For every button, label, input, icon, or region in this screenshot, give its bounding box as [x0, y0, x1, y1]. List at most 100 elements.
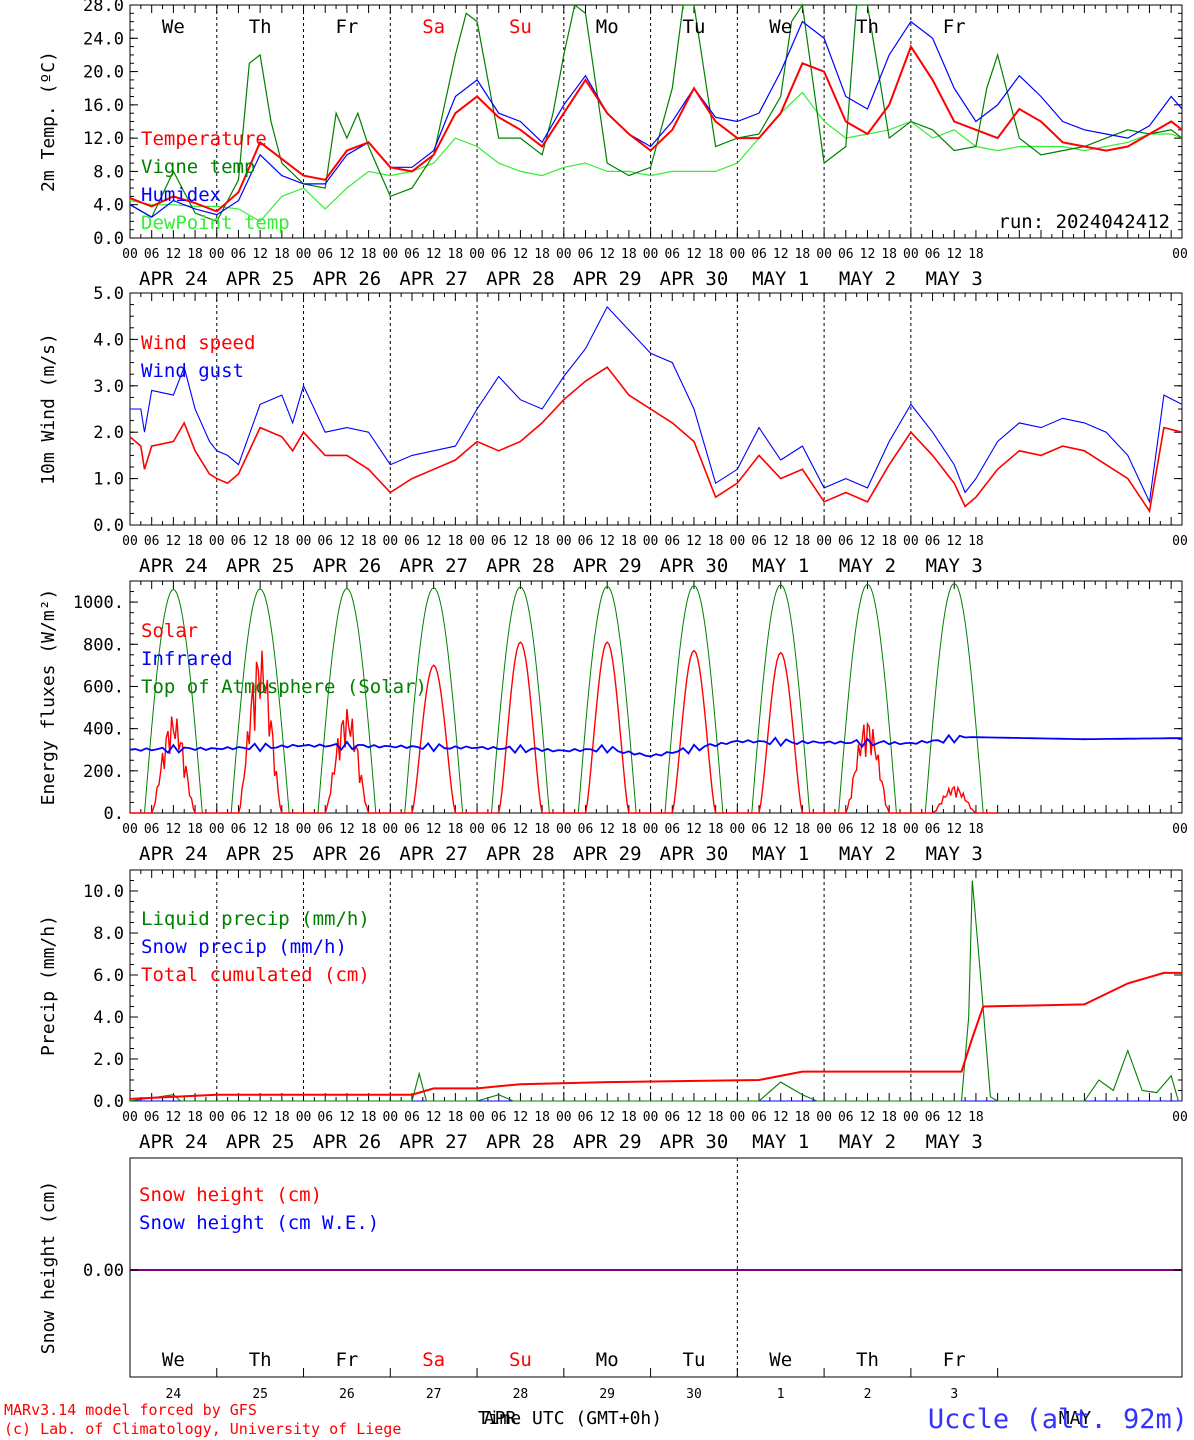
x-hour-label: 12 — [773, 534, 789, 549]
x-date-label: MAY 1 — [752, 843, 809, 865]
series-line-top-of-atmosphere-d2 — [303, 587, 391, 814]
x-hour-label: 12 — [513, 822, 529, 837]
series-line-infrared — [129, 733, 1183, 758]
series-line-top-of-atmosphere-d0 — [130, 588, 217, 814]
x-hour-label: 00 — [382, 534, 398, 549]
x-hour-label: 00 — [643, 1110, 659, 1125]
x-hour-label: 00 — [556, 1110, 572, 1125]
x-hour-label: 12 — [686, 247, 702, 262]
x-hour-label: 00 — [209, 822, 225, 837]
y-tick-label: 8.0 — [93, 924, 124, 944]
y-tick-label: 800. — [83, 635, 124, 655]
x-hour-label: 00 — [1172, 534, 1188, 549]
x-date-label: APR 26 — [313, 1131, 382, 1153]
series-line-humidex — [129, 20, 1183, 218]
x-hour-label: 06 — [838, 247, 854, 262]
x-hour-label: 12 — [166, 247, 182, 262]
x-hour-label: 00 — [382, 822, 398, 837]
x-hour-label: 12 — [339, 1110, 355, 1125]
x-hour-label: 06 — [404, 534, 420, 549]
day-name-label: Fr — [943, 16, 966, 38]
x-hour-label: 06 — [491, 534, 507, 549]
x-day-number: 26 — [339, 1387, 355, 1402]
x-hour-label: 00 — [903, 1110, 919, 1125]
series-line-vigne-temp — [129, 3, 1183, 223]
day-name-label: Mo — [596, 1349, 619, 1371]
x-hour-label: 06 — [578, 534, 594, 549]
x-hour-label: 00 — [469, 822, 485, 837]
legend-entry: Liquid precip (mm/h) — [141, 908, 370, 930]
x-hour-label: 12 — [339, 247, 355, 262]
x-hour-label: 18 — [708, 534, 724, 549]
legend-entry: Snow height (cm) — [139, 1184, 322, 1206]
x-date-label: APR 25 — [226, 1131, 295, 1153]
x-date-label: APR 24 — [139, 1131, 208, 1153]
x-hour-label: 12 — [166, 1110, 182, 1125]
station-label: Uccle (alt. 92m) — [928, 1404, 1188, 1435]
x-hour-label: 12 — [686, 1110, 702, 1125]
legend-entry: DewPoint temp — [141, 212, 290, 234]
x-hour-label: 06 — [491, 1110, 507, 1125]
x-hour-label: 18 — [534, 1110, 550, 1125]
series-line-solar-d4 — [477, 641, 564, 814]
x-hour-label: 18 — [534, 822, 550, 837]
x-hour-label: 18 — [361, 247, 377, 262]
legend-entry: Wind speed — [141, 332, 255, 354]
legend-entry: Infrared — [141, 648, 233, 670]
x-hour-label: 00 — [469, 534, 485, 549]
x-hour-label: 00 — [1172, 1110, 1188, 1125]
x-hour-label: 06 — [751, 822, 767, 837]
series-line-top-of-atmosphere-d4 — [477, 586, 564, 814]
series-line-top-of-atmosphere-d8 — [824, 583, 911, 814]
series-line-solar-d7 — [737, 651, 825, 814]
series-line-solar-d3 — [390, 664, 478, 814]
y-tick-label: 2.0 — [93, 423, 124, 443]
x-hour-label: 18 — [881, 247, 897, 262]
x-hour-label: 12 — [946, 822, 962, 837]
series-line-wind-gust — [130, 305, 1183, 504]
x-date-label: APR 27 — [399, 268, 468, 290]
y-tick-label: 0.0 — [93, 516, 124, 536]
day-name-label: We — [162, 16, 185, 38]
x-hour-label: 00 — [903, 247, 919, 262]
y-tick-label: 2.0 — [93, 1050, 124, 1070]
x-hour-label: 18 — [621, 247, 637, 262]
y-tick-label: 6.0 — [93, 966, 124, 986]
x-date-label: APR 30 — [660, 268, 729, 290]
x-hour-label: 18 — [274, 534, 290, 549]
series-line-top-of-atmosphere-d1 — [216, 588, 304, 814]
x-hour-label: 12 — [426, 822, 442, 837]
x-hour-label: 06 — [925, 247, 941, 262]
series-line-total-cumulated-cm- — [129, 971, 1182, 1100]
x-hour-label: 06 — [751, 247, 767, 262]
x-hour-label: 12 — [426, 534, 442, 549]
x-hour-label: 00 — [122, 822, 138, 837]
x-hour-label: 18 — [187, 534, 203, 549]
x-hour-label: 06 — [144, 822, 160, 837]
x-hour-label: 12 — [513, 534, 529, 549]
day-name-label: Mo — [596, 16, 619, 38]
x-hour-label: 06 — [578, 247, 594, 262]
day-name-label: Sa — [422, 16, 445, 38]
x-hour-label: 00 — [556, 247, 572, 262]
y-tick-label: 200. — [83, 762, 124, 782]
x-date-label: APR 29 — [573, 555, 642, 577]
x-hour-label: 06 — [751, 1110, 767, 1125]
legend-entry: Humidex — [141, 184, 221, 206]
series-line-top-of-atmosphere-d6 — [650, 585, 738, 814]
x-hour-label: 12 — [252, 822, 268, 837]
x-hour-label: 18 — [795, 1110, 811, 1125]
series-line-dewpoint-temp — [129, 91, 1183, 223]
x-hour-label: 18 — [534, 247, 550, 262]
day-name-label: Th — [856, 16, 879, 38]
x-hour-label: 06 — [231, 822, 247, 837]
series-line-liquid-precip-mm-h- — [129, 880, 1179, 1102]
x-date-label: APR 29 — [573, 843, 642, 865]
day-name-label: Fr — [335, 1349, 358, 1371]
x-hour-label: 18 — [795, 822, 811, 837]
legend-entry: Vigne temp — [141, 156, 255, 178]
x-date-label: APR 26 — [313, 843, 382, 865]
x-hour-label: 18 — [621, 534, 637, 549]
run-label: run: 2024042412 — [998, 211, 1170, 233]
